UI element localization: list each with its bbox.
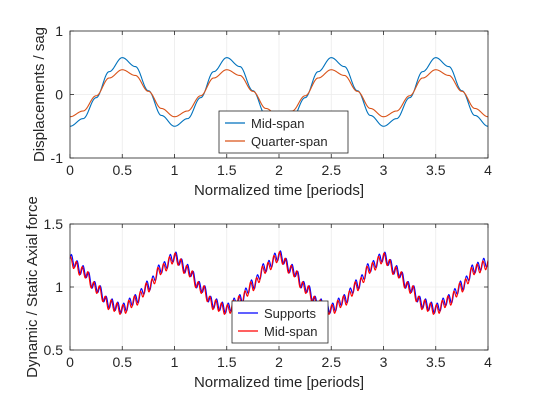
x-tick-label: 4 xyxy=(484,162,492,178)
x-tick-label: 2.5 xyxy=(322,162,342,178)
x-tick-label: 3.5 xyxy=(426,162,446,178)
y-tick-label: -1 xyxy=(51,150,64,166)
y-tick-label: 1.5 xyxy=(44,216,64,232)
x-tick-label: 1.5 xyxy=(217,354,237,370)
x-tick-label: 3.5 xyxy=(426,354,446,370)
legend-box xyxy=(218,110,349,154)
y-tick-label: 1 xyxy=(55,23,63,39)
y-axis-label: Displacements / sag xyxy=(31,27,48,162)
x-tick-label: 2 xyxy=(275,162,283,178)
x-tick-label: 0.5 xyxy=(113,354,133,370)
legend-label: Supports xyxy=(264,306,317,321)
x-tick-label: 4 xyxy=(484,354,492,370)
legend-label: Mid-span xyxy=(264,324,317,339)
x-tick-label: 3 xyxy=(380,354,388,370)
x-axis-label: Normalized time [periods] xyxy=(194,182,364,199)
legend-label: Mid-span xyxy=(251,116,304,131)
y-tick-label: 1 xyxy=(55,279,63,295)
x-tick-label: 2 xyxy=(275,354,283,370)
x-tick-label: 1 xyxy=(171,162,179,178)
y-axis-label: Dynamic / Static Axial force xyxy=(24,196,41,378)
series-line-mid-span xyxy=(69,251,489,315)
y-tick-label: 0.5 xyxy=(44,342,64,358)
x-tick-label: 3 xyxy=(380,162,388,178)
x-tick-label: 0.5 xyxy=(113,162,133,178)
x-tick-label: 0 xyxy=(66,162,74,178)
x-tick-label: 2.5 xyxy=(322,354,342,370)
x-axis-label: Normalized time [periods] xyxy=(194,374,364,391)
x-tick-label: 0 xyxy=(66,354,74,370)
x-tick-label: 1 xyxy=(171,354,179,370)
x-tick-label: 1.5 xyxy=(217,162,237,178)
legend-label: Quarter-span xyxy=(251,134,328,149)
legend-box xyxy=(231,300,329,344)
y-tick-label: 0 xyxy=(55,87,63,103)
